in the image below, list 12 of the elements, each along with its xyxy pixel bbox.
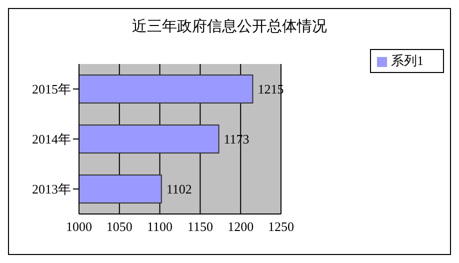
chart-title: 近三年政府信息公开总体情况 bbox=[131, 17, 328, 36]
x-tick-label: 1250 bbox=[268, 219, 294, 234]
data-label: 1102 bbox=[166, 182, 192, 197]
x-tick-label: 1150 bbox=[187, 219, 213, 234]
y-tick-label: 2013年 bbox=[32, 182, 71, 197]
y-tick-label: 2014年 bbox=[32, 132, 71, 147]
y-tick-label: 2015年 bbox=[32, 82, 71, 97]
x-tick-label: 1000 bbox=[66, 219, 92, 234]
x-tick-label: 1050 bbox=[106, 219, 132, 234]
legend-label: 系列1 bbox=[391, 53, 424, 68]
x-tick-label: 1100 bbox=[147, 219, 173, 234]
x-tick-label: 1200 bbox=[228, 219, 254, 234]
